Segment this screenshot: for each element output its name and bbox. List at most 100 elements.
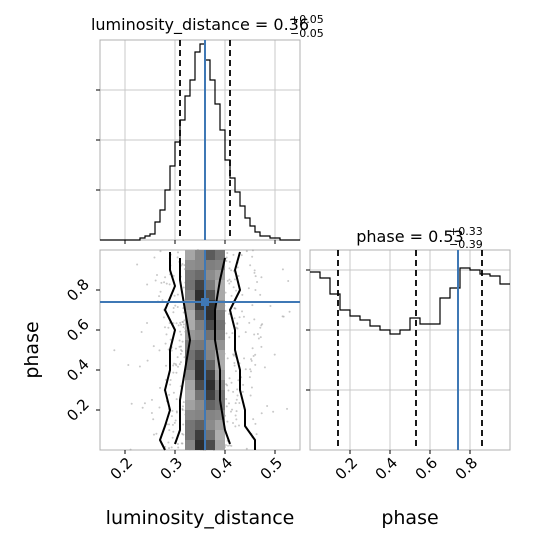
sample-point — [182, 401, 185, 404]
sample-point — [286, 407, 289, 410]
sample-point — [224, 309, 227, 312]
density-cell — [185, 300, 195, 310]
sample-point — [254, 422, 257, 425]
sample-point — [288, 310, 291, 313]
sample-point — [225, 383, 228, 386]
sample-point — [171, 436, 174, 439]
bottom-right-xtick-label: 0.6 — [412, 454, 442, 484]
density-cell — [215, 250, 225, 260]
density-cell — [205, 350, 215, 360]
sample-point — [234, 370, 237, 373]
top-left-title-main: luminosity_distance = 0.36 — [91, 15, 309, 35]
sample-point — [236, 388, 239, 391]
bottom-right-panel-title: phase = 0.53 — [356, 227, 463, 246]
sample-point — [254, 288, 257, 291]
density-cell — [215, 310, 225, 320]
truth-point-marker — [201, 298, 209, 306]
sample-point — [179, 323, 182, 326]
sample-point — [269, 305, 272, 308]
density-cell — [195, 420, 205, 430]
density-cell — [205, 250, 215, 260]
density-cell — [195, 260, 205, 270]
density-cell — [215, 270, 225, 280]
sample-point — [174, 347, 177, 350]
density-cell — [195, 430, 205, 440]
density-cell — [215, 440, 225, 450]
sample-point — [180, 442, 183, 445]
sample-point — [256, 332, 259, 335]
sample-point — [250, 358, 253, 361]
density-cell — [205, 300, 215, 310]
sample-point — [254, 353, 257, 356]
sample-point — [253, 333, 256, 336]
sample-point — [156, 273, 159, 276]
sample-point — [228, 377, 231, 380]
density-cell — [205, 380, 215, 390]
sample-point — [228, 260, 231, 263]
density-cell — [215, 320, 225, 330]
sample-point — [158, 295, 161, 298]
sample-point — [251, 347, 254, 350]
sample-point — [169, 378, 172, 381]
sample-point — [228, 336, 231, 339]
density-cell — [195, 370, 205, 380]
density-cell — [215, 330, 225, 340]
sample-point — [163, 326, 166, 329]
sample-point — [237, 424, 240, 427]
sample-point — [165, 364, 168, 367]
sample-point — [154, 279, 157, 282]
sample-point — [183, 319, 186, 322]
sample-point — [169, 383, 172, 386]
bottom-left-ylabel: phase — [21, 321, 43, 378]
phase-histogram — [310, 267, 510, 335]
bottom-right-xlabel: phase — [381, 507, 438, 529]
sample-point — [232, 286, 235, 289]
contour-line — [229, 251, 256, 450]
sample-point — [169, 338, 172, 341]
sample-point — [260, 324, 263, 327]
sample-point — [177, 446, 180, 449]
sample-point — [146, 321, 149, 324]
sample-point — [238, 316, 241, 319]
density-cell — [185, 420, 195, 430]
top-left-title-sub: −0.05 — [290, 27, 324, 40]
sample-point — [251, 304, 254, 307]
sample-point — [175, 371, 178, 374]
density-cell — [195, 250, 205, 260]
sample-point — [234, 414, 237, 417]
sample-point — [136, 263, 139, 266]
density-cell — [205, 400, 215, 410]
bottom-right-title-main: phase = 0.53 — [356, 227, 463, 246]
sample-point — [248, 376, 251, 379]
sample-point — [259, 293, 262, 296]
bottom-left-ytick-label: 0.6 — [63, 315, 93, 345]
sample-point — [164, 342, 167, 345]
density-cell — [215, 340, 225, 350]
sample-point — [172, 371, 175, 374]
density-cell — [185, 410, 195, 420]
sample-point — [178, 345, 181, 348]
sample-point — [230, 444, 233, 447]
sample-point — [127, 363, 130, 366]
bottom-left-xtick-label: 0.3 — [157, 454, 187, 484]
sample-point — [236, 266, 239, 269]
density-cell — [205, 330, 215, 340]
sample-point — [176, 356, 179, 359]
sample-point — [225, 259, 228, 262]
density-cell — [195, 390, 205, 400]
sample-point — [241, 293, 244, 296]
sample-point — [235, 326, 238, 329]
density-cell — [195, 410, 205, 420]
sample-point — [230, 294, 233, 297]
sample-point — [249, 370, 252, 373]
density-cell — [215, 260, 225, 270]
contour-line — [159, 252, 176, 451]
density-cell — [185, 430, 195, 440]
contour-line — [174, 258, 191, 445]
sample-point — [167, 326, 170, 329]
bottom-left-ytick-label: 0.8 — [63, 275, 93, 305]
sample-point — [146, 283, 149, 286]
density-cell — [205, 390, 215, 400]
sample-point — [257, 337, 260, 340]
sample-point — [273, 353, 276, 356]
